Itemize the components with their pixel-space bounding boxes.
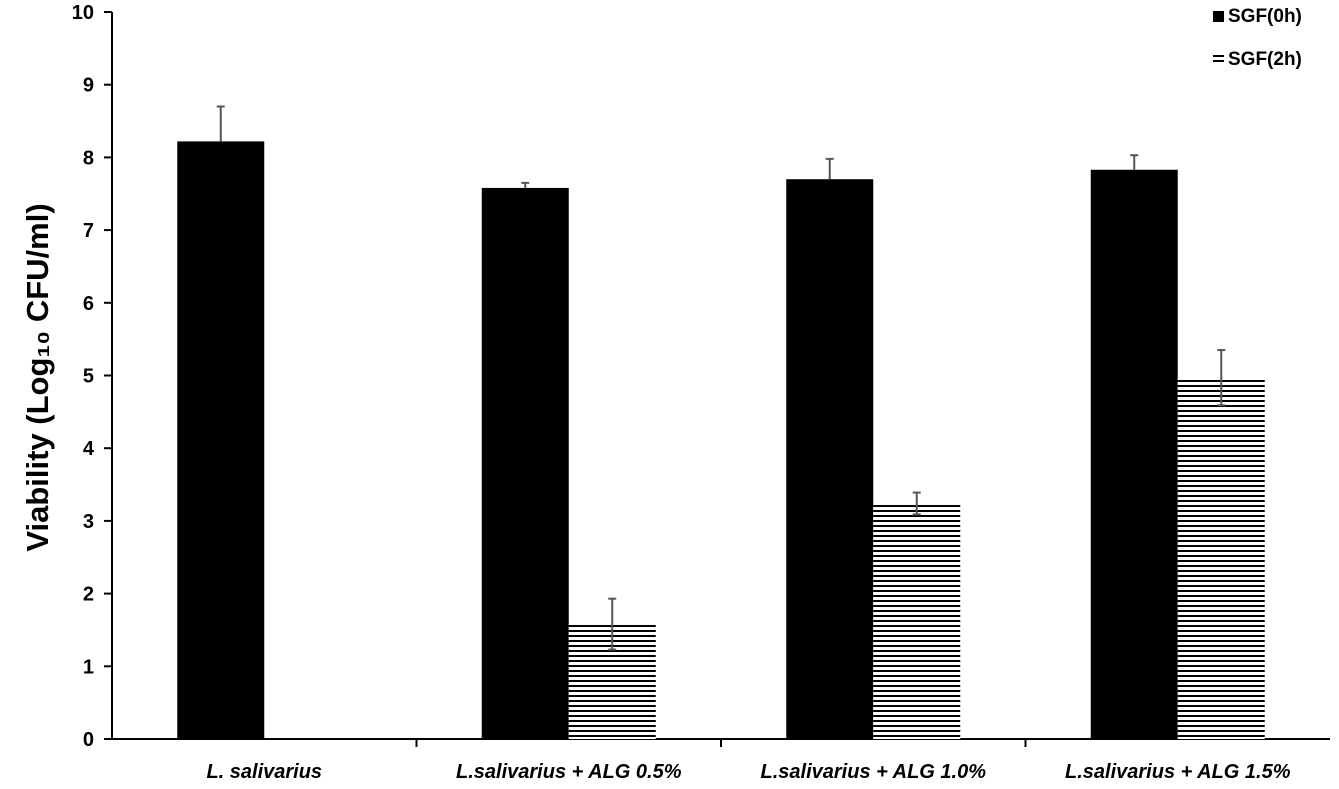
legend-swatch bbox=[1213, 11, 1224, 22]
legend-swatch bbox=[1213, 54, 1224, 65]
legend: SGF(0h) SGF(2h) bbox=[1213, 6, 1302, 70]
y-tick-label: 5 bbox=[83, 366, 94, 388]
y-tick-label: 3 bbox=[83, 511, 94, 533]
x-category-label: L.salivarius + ALG 1.5% bbox=[1065, 761, 1291, 783]
bars bbox=[177, 105, 1265, 739]
y-tick-label: 10 bbox=[72, 2, 94, 24]
bar bbox=[1090, 169, 1178, 739]
y-tick-label: 7 bbox=[83, 220, 94, 242]
y-axis-title: Viability (Log₁₀ CFU/ml) bbox=[20, 203, 55, 551]
bar bbox=[481, 187, 569, 739]
legend-label: SGF(0h) bbox=[1228, 6, 1302, 27]
labels: 0 1 2 3 4 5 6 7 8 9 10 L. salivarius L.salivarius + … bbox=[20, 2, 1291, 783]
y-tick-label: 0 bbox=[83, 729, 94, 751]
x-category-label: L.salivarius + ALG 0.5% bbox=[456, 761, 682, 783]
y-tick-label: 1 bbox=[83, 656, 94, 678]
y-tick-label: 8 bbox=[83, 147, 94, 169]
y-tick-label: 6 bbox=[83, 293, 94, 315]
x-category-label: L.salivarius + ALG 1.0% bbox=[761, 761, 987, 783]
y-tick-label: 9 bbox=[83, 75, 94, 97]
bar bbox=[786, 179, 874, 739]
legend-label: SGF(2h) bbox=[1228, 49, 1302, 70]
x-category-label: L. salivarius bbox=[206, 761, 322, 783]
bar bbox=[177, 141, 265, 739]
bar bbox=[873, 503, 961, 739]
y-tick-label: 4 bbox=[83, 438, 95, 460]
bar bbox=[1177, 377, 1265, 739]
y-tick-label: 2 bbox=[83, 584, 94, 606]
